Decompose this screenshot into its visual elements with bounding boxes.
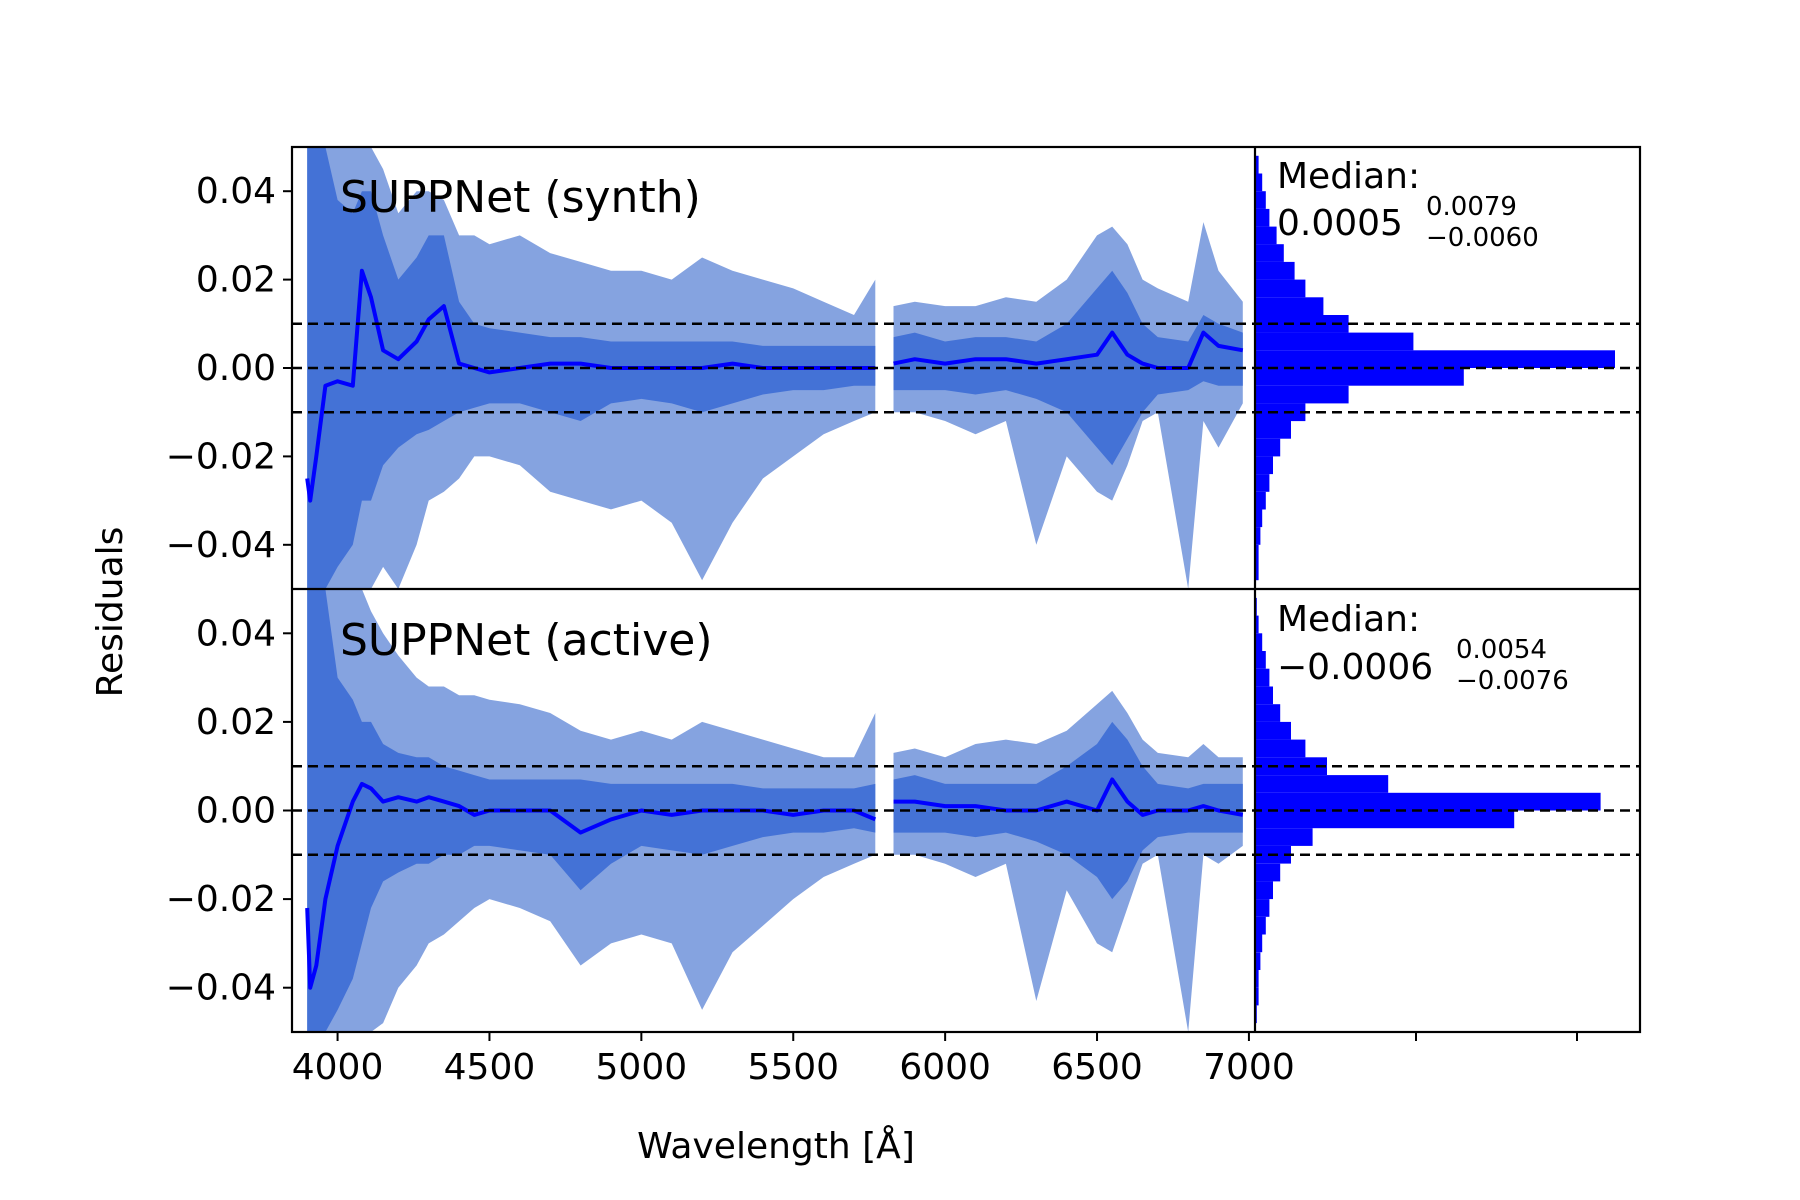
y-tick-label: 0.00 [196, 791, 276, 832]
histogram-bar [1255, 527, 1261, 545]
histogram-bar [1255, 651, 1266, 669]
y-tick-label: 0.04 [196, 613, 276, 654]
x-axis-label: Wavelength [Å] [637, 1124, 915, 1167]
histogram-bar [1255, 244, 1284, 262]
histogram-bar [1255, 916, 1266, 935]
histogram-bar [1255, 704, 1281, 722]
y-tick-label: 0.02 [196, 260, 276, 301]
histogram-bar [1255, 279, 1306, 298]
histogram-bar [1255, 403, 1306, 422]
histogram-bar [1255, 474, 1270, 492]
histogram-bar [1255, 297, 1324, 315]
histogram-bar [1255, 226, 1277, 245]
y-tick-label: −0.04 [166, 968, 276, 1009]
median-label-active: Median: [1277, 599, 1420, 640]
histogram-bar [1255, 987, 1259, 1006]
histogram-bar [1255, 544, 1259, 563]
histogram-bar [1255, 952, 1261, 970]
histogram-bar [1255, 385, 1349, 404]
histogram-bar [1255, 350, 1615, 368]
y-tick-label: −0.02 [166, 879, 276, 920]
x-tick-label: 6000 [899, 1047, 991, 1088]
median-upper-active: 0.0054 [1456, 635, 1547, 665]
x-tick-label: 4500 [444, 1047, 536, 1088]
histogram-bar [1255, 686, 1273, 705]
histogram-bar [1255, 155, 1259, 174]
x-tick-label: 7000 [1203, 1047, 1295, 1088]
median-lower-synth: −0.0060 [1426, 223, 1539, 253]
median-lower-active: −0.0076 [1456, 666, 1569, 696]
axis-ticks: 0.04 0.02 0.00 −0.02 −0.04 0.04 0.02 0.00 −0.02 −… [166, 171, 1578, 1088]
y-tick-label: 0.02 [196, 702, 276, 743]
median-value-synth: 0.0005 [1277, 203, 1403, 244]
reference-lines-active [292, 764, 1640, 857]
histogram-bar [1255, 332, 1414, 351]
median-upper-synth: 0.0079 [1426, 192, 1517, 222]
histogram-bar [1255, 810, 1515, 829]
histogram-bar [1255, 668, 1270, 687]
x-tick-label: 6500 [1051, 1047, 1143, 1088]
histogram-bar [1255, 899, 1270, 917]
y-tick-label: −0.02 [166, 436, 276, 477]
histogram-bar [1255, 421, 1291, 439]
median-value-active: −0.0006 [1277, 647, 1433, 688]
histogram-bar [1255, 173, 1263, 192]
histogram-bar [1255, 792, 1601, 811]
histogram-bar [1255, 739, 1306, 758]
y-axis-label: Residuals [90, 527, 131, 698]
x-tick-label: 5500 [747, 1047, 839, 1088]
histogram-bar [1255, 881, 1273, 900]
median-label-synth: Median: [1277, 156, 1420, 197]
histogram-bar [1255, 562, 1259, 581]
y-tick-label: −0.04 [166, 525, 276, 566]
histogram-bar [1255, 934, 1263, 953]
histogram-bar [1255, 456, 1273, 475]
x-tick-label: 5000 [596, 1047, 688, 1088]
panel-active: SUPPNet (active) Median: −0.0006 0.0054 … [292, 589, 1640, 1032]
histogram-bar [1255, 721, 1291, 740]
x-tick-label: 4000 [292, 1047, 384, 1088]
histogram-bar [1255, 828, 1313, 846]
histogram-bar [1255, 368, 1464, 386]
histogram-bar [1255, 509, 1263, 528]
histogram-bar [1255, 863, 1281, 882]
panel-title-synth: SUPPNet (synth) [340, 172, 701, 223]
panel-title-active: SUPPNet (active) [340, 615, 713, 666]
histogram-bar [1255, 438, 1281, 457]
axes-frames [290, 145, 1642, 1034]
y-tick-label: 0.00 [196, 348, 276, 389]
histogram-bar [1255, 261, 1295, 280]
histogram-bar [1255, 775, 1389, 793]
reference-lines-synth [292, 322, 1640, 414]
y-tick-label: 0.04 [196, 171, 276, 212]
histogram-bar [1255, 491, 1266, 510]
histogram-bar [1255, 615, 1259, 634]
histogram-bar [1255, 208, 1270, 227]
histogram-bar [1255, 191, 1266, 209]
panel-synth: SUPPNet (synth) Median: 0.0005 0.0079 −0… [292, 147, 1640, 589]
histogram-bar [1255, 633, 1263, 651]
histogram-bar [1255, 970, 1259, 988]
